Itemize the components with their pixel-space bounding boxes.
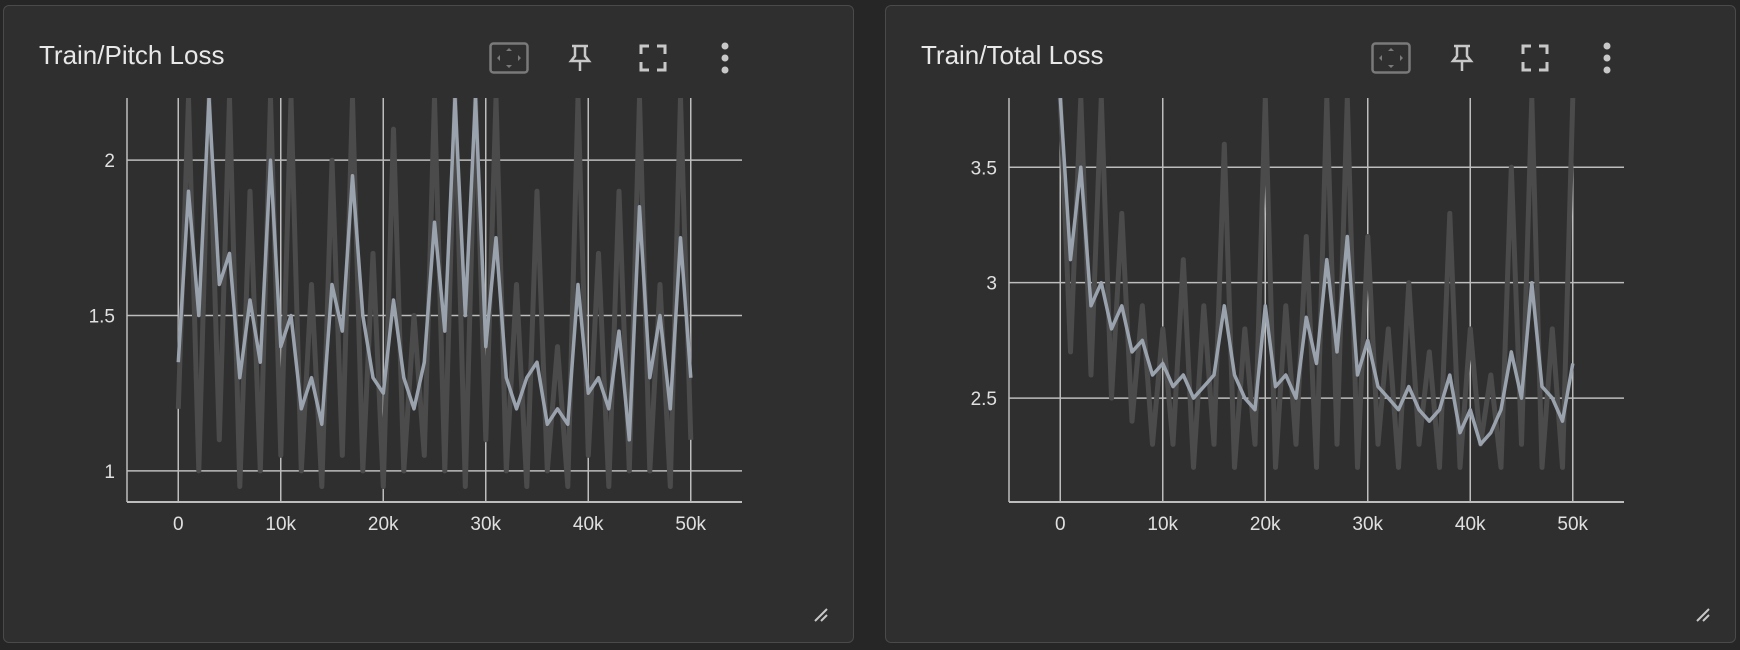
fullscreen-icon (639, 44, 667, 72)
fit-domain-button[interactable] (1369, 36, 1413, 80)
x-tick-label: 50k (1557, 514, 1588, 535)
x-tick-label: 50k (675, 514, 706, 535)
fit-domain-icon (1371, 42, 1411, 74)
line-chart: 1 1.5 2 0 10k 20k 30k 40k 50k (89, 98, 742, 535)
series-line-smoothed (1058, 98, 1575, 447)
pin-icon (1450, 44, 1474, 71)
chart-card-total-loss: Train/Total Loss 2.5 3 3.5 0 10k 20k 30k 40k 50k (885, 5, 1736, 643)
x-tick-label: 0 (1055, 514, 1066, 535)
x-tick-label: 40k (1455, 514, 1486, 535)
fullscreen-button[interactable] (631, 36, 675, 80)
x-tick-label: 20k (1250, 514, 1281, 535)
x-tick-label: 20k (368, 514, 399, 535)
fullscreen-button[interactable] (1513, 36, 1557, 80)
x-tick-label: 40k (573, 514, 604, 535)
pin-button[interactable] (558, 36, 602, 80)
y-tick-label: 2.5 (971, 389, 997, 410)
chart-title: Train/Total Loss (921, 40, 1104, 70)
more-vert-icon (1603, 42, 1611, 74)
line-chart: 2.5 3 3.5 0 10k 20k 30k 40k 50k (971, 98, 1624, 535)
y-tick-label: 3.5 (971, 158, 997, 179)
fit-domain-button[interactable] (487, 36, 531, 80)
x-tick-label: 10k (1147, 514, 1178, 535)
chart-title: Train/Pitch Loss (39, 40, 225, 70)
series-line-raw (175, 98, 694, 489)
x-tick-label: 30k (1352, 514, 1383, 535)
y-tick-label: 3 (986, 274, 997, 295)
more-vert-icon (721, 42, 729, 74)
y-tick-label: 1 (104, 462, 115, 483)
series-line-smoothed (176, 98, 693, 442)
pin-button[interactable] (1440, 36, 1484, 80)
x-tick-label: 10k (265, 514, 296, 535)
pin-icon (568, 44, 592, 71)
chart-card-pitch-loss: Train/Pitch Loss 1 1.5 2 0 10k 20k 30k 40k 50k (3, 5, 854, 643)
more-options-button[interactable] (703, 36, 747, 80)
y-tick-label: 1.5 (89, 307, 115, 328)
resize-handle-icon[interactable] (1694, 606, 1710, 622)
more-options-button[interactable] (1585, 36, 1629, 80)
y-tick-label: 2 (104, 151, 115, 172)
x-tick-label: 30k (470, 514, 501, 535)
fit-domain-icon (489, 42, 529, 74)
resize-handle-icon[interactable] (812, 606, 828, 622)
fullscreen-icon (1521, 44, 1549, 72)
x-tick-label: 0 (173, 514, 184, 535)
